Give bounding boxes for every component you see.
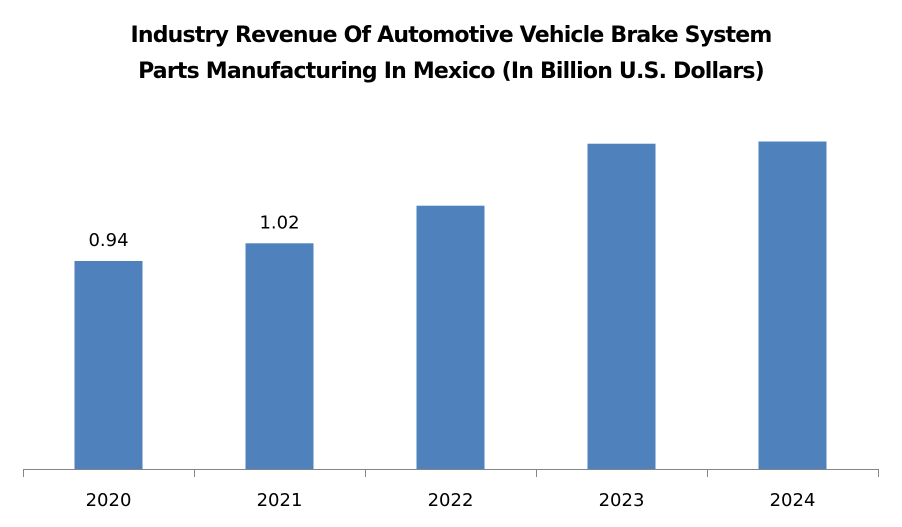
bar-2021	[245, 243, 314, 469]
x-tick-label-2023: 2023	[599, 490, 645, 511]
bar-2020	[74, 261, 143, 469]
data-label-2020: 0.94	[88, 230, 128, 251]
labels-group: 0.94 2020 1.02 2021 2022 2023 2024	[86, 212, 816, 511]
bar-2022	[416, 205, 485, 469]
x-tick-label-2021: 2021	[257, 490, 303, 511]
bars-group	[74, 141, 827, 469]
bar-2024	[758, 141, 827, 469]
data-label-2021: 1.02	[259, 212, 299, 233]
chart-title-line-2: Parts Manufacturing In Mexico (In Billio…	[138, 59, 765, 84]
x-tick-label-2024: 2024	[770, 490, 816, 511]
x-tick-label-2022: 2022	[428, 490, 474, 511]
x-axis	[23, 469, 879, 477]
bar-2023	[587, 143, 656, 469]
x-tick-label-2020: 2020	[86, 490, 132, 511]
chart-title: Industry Revenue Of Automotive Vehicle B…	[0, 18, 902, 90]
chart-title-line-1: Industry Revenue Of Automotive Vehicle B…	[130, 23, 772, 48]
